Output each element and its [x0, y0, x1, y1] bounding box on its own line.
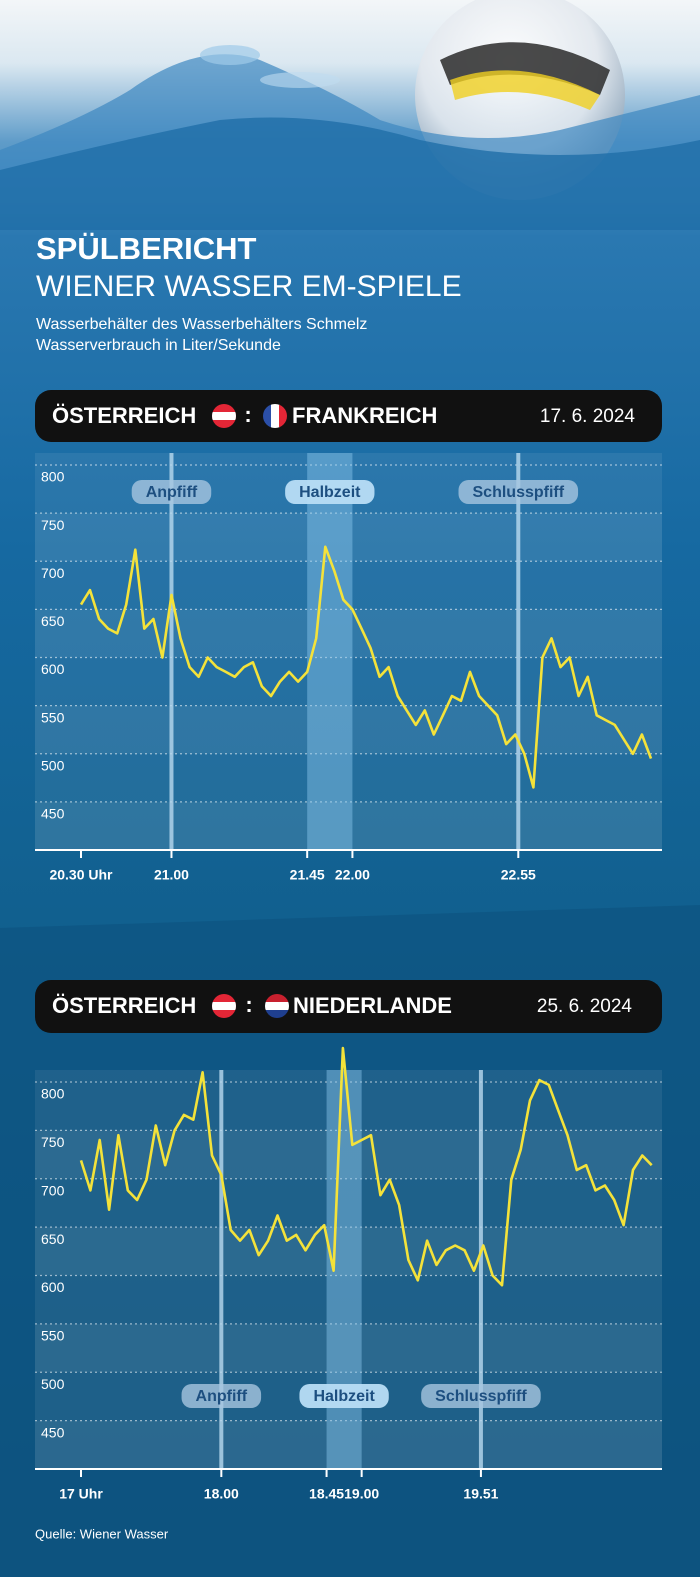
x-tick-label: 20.30 Uhr [49, 867, 113, 883]
halftime-band [307, 453, 353, 850]
plot-band [35, 1227, 662, 1276]
x-tick-label: 18.00 [204, 1486, 239, 1502]
y-tick-label: 550 [41, 1328, 65, 1344]
y-tick-label: 750 [41, 1134, 65, 1150]
plot-band [35, 1130, 662, 1179]
subtitle: WIENER WASSER EM-SPIELE [36, 270, 462, 303]
y-tick-label: 450 [41, 806, 65, 822]
y-tick-label: 800 [41, 1086, 65, 1102]
y-tick-label: 800 [41, 469, 65, 485]
plot-band [35, 1420, 662, 1469]
title: SPÜLBERICHT [36, 231, 257, 266]
flag [212, 404, 236, 428]
flag [263, 404, 287, 428]
y-tick-label: 700 [41, 565, 65, 581]
event-pill [131, 480, 212, 504]
event-pill [299, 1384, 389, 1408]
team: ÖSTERREICH [52, 403, 196, 428]
separator: : [245, 992, 252, 1017]
team: ÖSTERREICH [52, 993, 196, 1018]
y-tick-label: 500 [41, 757, 65, 773]
event-pill [421, 1384, 541, 1408]
y-tick-label: 600 [41, 1279, 65, 1295]
event-label: Anpfiff [146, 484, 198, 501]
x-tick-label: 17 Uhr [59, 1486, 103, 1502]
flag [265, 994, 289, 1018]
x-tick-label: 21.45 [290, 867, 325, 883]
halftime-band [326, 1070, 362, 1469]
x-tick-label: 19.51 [463, 1486, 498, 1502]
match-date: 17. 6. 2024 [540, 406, 636, 427]
y-tick-label: 500 [41, 1376, 65, 1392]
event-pill [285, 480, 375, 504]
y-tick-label: 450 [41, 1424, 65, 1440]
description: Wasserbehälter des Wasserbehälters Schme… [36, 316, 367, 333]
team: NIEDERLANDE [293, 993, 452, 1018]
source: Quelle: Wiener Wasser [35, 1526, 169, 1541]
plot-band [35, 513, 662, 562]
event-label: Halbzeit [313, 1388, 375, 1405]
description: Wasserverbrauch in Liter/Sekunde [36, 337, 281, 354]
chart: 450 500 550 600 650 700 750 800 17 Uhr 18.00 18.45… [35, 1046, 662, 1502]
event-pill [181, 1384, 262, 1408]
chart: 450 500 550 600 650 700 750 800 20.30 Uhr 21.00 21… [35, 453, 662, 883]
plot-band [35, 801, 662, 850]
plot-band [35, 1323, 662, 1373]
water-splash [0, 0, 700, 230]
plot-band [35, 705, 662, 754]
team: FRANKREICH [292, 403, 437, 428]
y-tick-label: 700 [41, 1182, 65, 1198]
match-date: 25. 6. 2024 [537, 996, 633, 1017]
flag [212, 994, 236, 1018]
banner-background [35, 390, 662, 442]
y-tick-label: 750 [41, 517, 65, 533]
x-tick-label: 18.45 [309, 1486, 344, 1502]
match-banner: ÖSTERREICH : NIEDERLANDE 25. 6. 2024 [35, 980, 662, 1033]
event-label: Schlusspfiff [435, 1388, 527, 1405]
y-tick-label: 550 [41, 709, 65, 725]
event-label: Halbzeit [299, 484, 361, 501]
data-line [79, 1046, 653, 1287]
x-tick-label: 19.00 [344, 1486, 379, 1502]
y-tick-label: 650 [41, 613, 65, 629]
event-label: Schlusspfiff [473, 484, 565, 501]
banner-background [35, 980, 662, 1033]
y-tick-label: 650 [41, 1231, 65, 1247]
plot-background [35, 453, 662, 850]
y-tick-label: 600 [41, 661, 65, 677]
data-line [79, 545, 653, 789]
event-pill [458, 480, 579, 504]
x-tick-label: 22.00 [335, 867, 370, 883]
lower-panel [0, 905, 700, 1577]
x-tick-label: 22.55 [501, 867, 536, 883]
event-label: Anpfiff [196, 1388, 248, 1405]
separator: : [244, 402, 251, 427]
match-banner: ÖSTERREICH : FRANKREICH 17. 6. 2024 [35, 390, 662, 442]
x-tick-label: 21.00 [154, 867, 189, 883]
plot-band [35, 609, 662, 658]
